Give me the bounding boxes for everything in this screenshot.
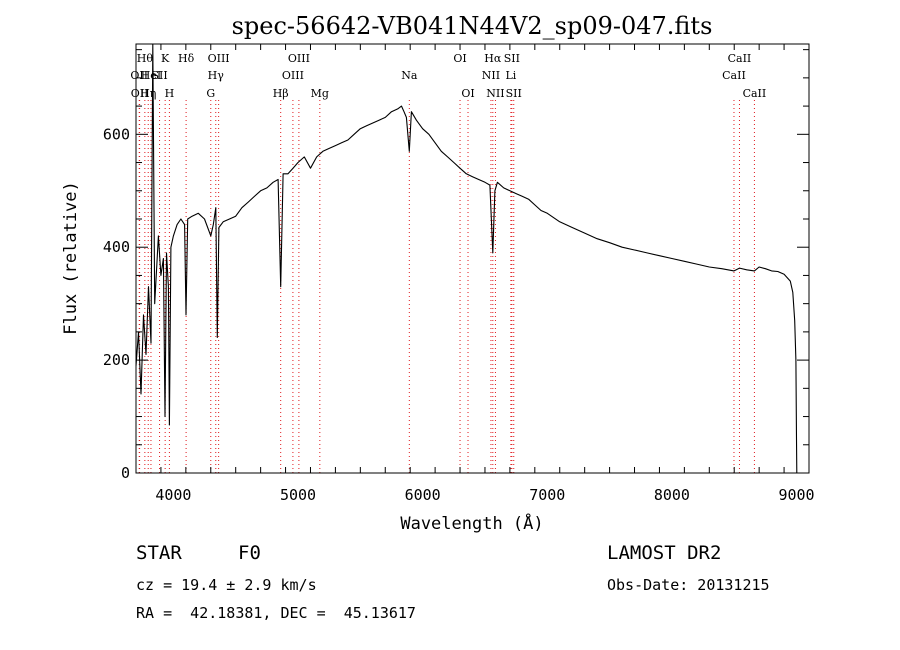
coordinates: RA = 42.18381, DEC = 45.13617: [136, 604, 416, 622]
line-marker-label-15: Mg: [311, 87, 329, 100]
line-marker-label-12: Hβ: [273, 87, 289, 100]
line-marker-label-17: OI: [453, 52, 466, 65]
line-marker-label-7: H: [165, 87, 175, 100]
line-marker-label-9: G: [206, 87, 215, 100]
x-tick-label-6000: 6000: [405, 486, 441, 504]
line-marker-label-14: OIII: [288, 52, 310, 65]
line-marker-label-20: Hα: [484, 52, 502, 65]
object-class: STAR: [136, 542, 182, 564]
line-marker-label-13: OIII: [282, 69, 304, 82]
line-marker-label-19: NII: [482, 69, 500, 82]
line-marker-label-5: SII: [151, 69, 167, 82]
plot-frame: [135, 43, 810, 474]
line-marker-label-27: CaII: [743, 87, 767, 100]
line-marker-label-23: SII: [504, 52, 520, 65]
y-tick-label-0: 0: [121, 464, 130, 482]
line-marker-label-25: CaII: [722, 69, 746, 82]
line-marker-label-4: HeI: [141, 69, 161, 82]
line-marker-label-24: SII: [506, 87, 522, 100]
line-marker-label-11: OIII: [208, 52, 230, 65]
spectral-line-markers: OIIOIIHθHηHeISIIKHHδGHγOIIIHβOIIIOIIIMgN…: [130, 52, 766, 473]
axis-ticks: 4000 5000 6000 7000 8000 9000 0 200 400 600: [103, 44, 815, 504]
y-tick-label-600: 600: [103, 125, 130, 143]
line-marker-label-16: Na: [401, 69, 418, 82]
y-tick-label-200: 200: [103, 351, 130, 369]
line-marker-label-26: CaII: [728, 52, 752, 65]
object-subclass: F0: [238, 542, 261, 564]
chart-title: spec-56642-VB041N44V2_sp09-047.fits: [232, 12, 713, 40]
x-tick-label-4000: 4000: [155, 486, 191, 504]
line-marker-label-3: Hη: [140, 87, 156, 100]
observation-date: Obs-Date: 20131215: [607, 576, 770, 594]
x-tick-label-7000: 7000: [529, 486, 565, 504]
y-axis-label: Flux (relative): [61, 181, 81, 335]
line-marker-label-21: NII: [486, 87, 504, 100]
line-marker-label-22: Li: [505, 69, 516, 82]
line-marker-label-8: Hδ: [178, 52, 195, 65]
spectrum-series: [135, 43, 798, 474]
redshift-cz: cz = 19.4 ± 2.9 km/s: [136, 576, 317, 594]
x-tick-label-5000: 5000: [280, 486, 316, 504]
line-marker-label-6: K: [161, 52, 170, 65]
spectrum-line-0: [135, 43, 798, 474]
line-marker-label-0: OII: [130, 69, 148, 82]
line-marker-label-18: OI: [461, 87, 474, 100]
y-tick-label-400: 400: [103, 238, 130, 256]
line-marker-label-1: OII: [131, 87, 149, 100]
survey-name: LAMOST DR2: [607, 542, 722, 564]
x-axis-label: Wavelength (Å): [400, 512, 543, 534]
line-marker-label-10: Hγ: [208, 69, 225, 82]
x-tick-label-8000: 8000: [654, 486, 690, 504]
x-tick-label-9000: 9000: [778, 486, 814, 504]
line-marker-label-2: Hθ: [137, 52, 154, 65]
